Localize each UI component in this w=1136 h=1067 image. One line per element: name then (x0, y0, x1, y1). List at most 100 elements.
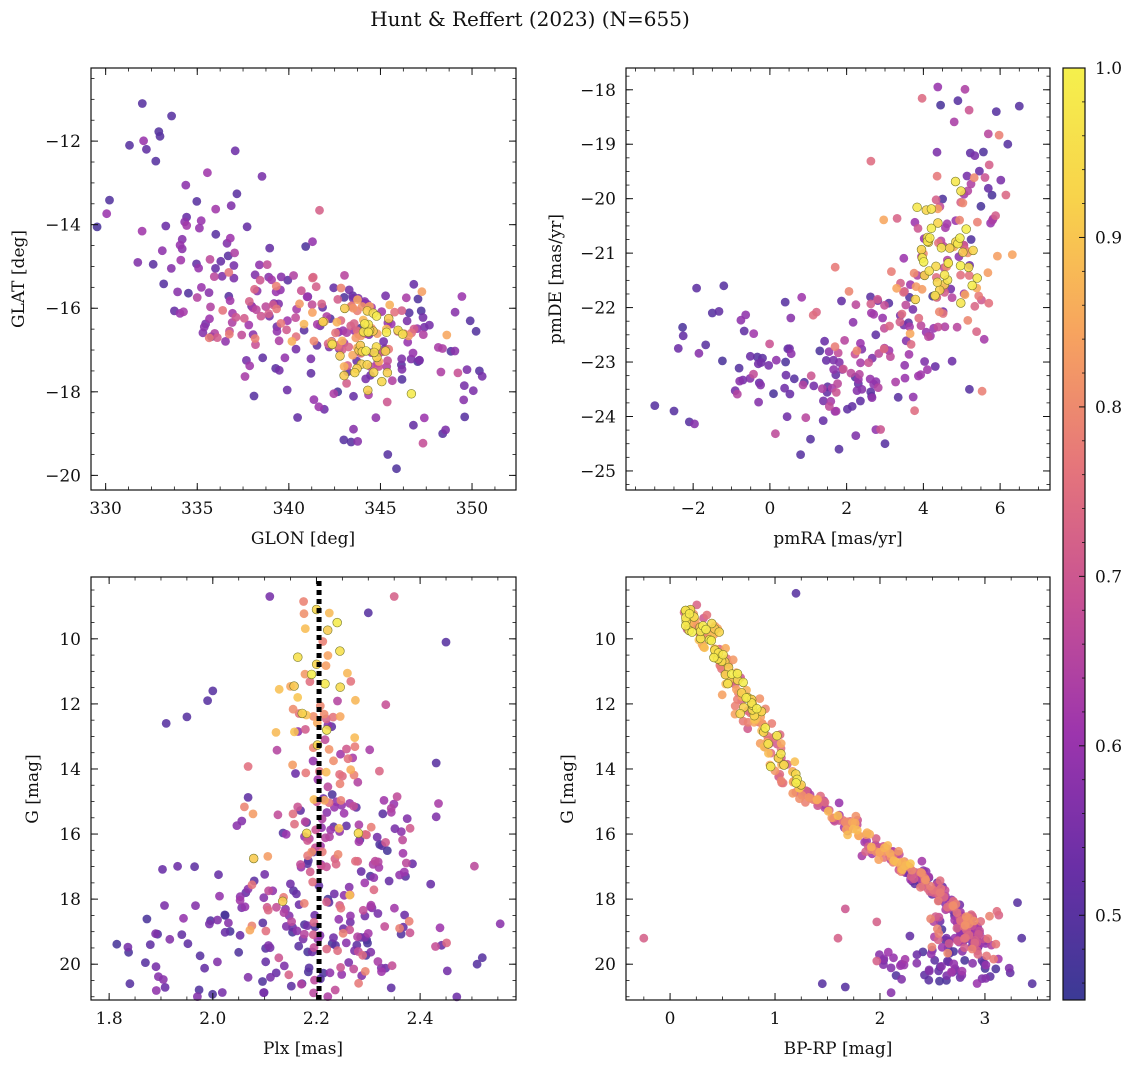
star-point (1013, 898, 1022, 907)
star-point (718, 356, 727, 366)
star-point (867, 393, 877, 402)
star-point (264, 941, 273, 950)
star-point (175, 240, 185, 250)
star-point (266, 972, 275, 982)
star-point (329, 889, 339, 899)
star-point (873, 294, 882, 304)
x-tick-label: 2 (875, 1009, 886, 1029)
y-tick-label: −20 (580, 190, 616, 210)
star-point (141, 958, 150, 967)
star-point (917, 93, 927, 103)
star-point (142, 914, 152, 924)
star-point (938, 194, 947, 204)
y-tick-label: 16 (59, 825, 81, 845)
star-point (261, 957, 271, 967)
star-point (306, 669, 317, 680)
star-point (471, 326, 481, 336)
star-point (876, 425, 885, 434)
star-point (306, 368, 316, 378)
star-point (398, 329, 408, 339)
star-point (249, 391, 259, 401)
star-point (764, 361, 774, 370)
star-point (349, 424, 358, 434)
colorbar-tick-label: 0.6 (1095, 737, 1122, 757)
y-axis-label-plx-g: G [mag] (23, 754, 43, 823)
y-tick-label: −25 (580, 462, 616, 482)
y-tick-label: 16 (594, 825, 616, 845)
star-point (728, 655, 738, 665)
star-point (462, 365, 472, 374)
star-point (333, 295, 343, 304)
star-point (389, 592, 399, 601)
star-point (354, 820, 364, 830)
star-point (133, 258, 143, 267)
star-point (780, 383, 789, 393)
star-point (866, 299, 876, 309)
star-point (375, 766, 384, 776)
y-tick-label: 20 (594, 955, 616, 975)
star-point (211, 204, 221, 214)
star-point (263, 905, 273, 915)
y-axis-label-pmra-pmde: pmDE [mas/yr] (546, 214, 566, 344)
x-tick-label: 6 (995, 499, 1006, 519)
star-point (776, 749, 786, 759)
star-point (349, 319, 359, 328)
x-tick-label: 4 (918, 499, 929, 519)
x-axis-label-bprp-g: BP-RP [mag] (784, 1039, 893, 1059)
star-point (706, 635, 716, 646)
star-point (806, 434, 815, 444)
star-point (901, 300, 911, 310)
star-point (382, 368, 393, 378)
star-point (981, 974, 991, 983)
star-point (980, 173, 990, 182)
star-point (383, 450, 393, 459)
star-point (192, 197, 202, 206)
star-point (331, 328, 340, 338)
star-point (353, 295, 362, 305)
star-point (274, 684, 284, 694)
star-point (279, 908, 289, 917)
star-point (450, 346, 460, 356)
star-point (817, 979, 827, 989)
star-point (176, 255, 186, 265)
star-point (184, 288, 193, 298)
star-point (336, 903, 346, 913)
star-point (353, 932, 362, 942)
y-axis-label-glon-glat: GLAT [deg] (9, 230, 29, 328)
star-point (472, 959, 482, 969)
star-point (926, 204, 937, 214)
star-point (258, 918, 268, 928)
star-point (880, 439, 890, 449)
star-point (879, 954, 889, 964)
star-point (160, 983, 170, 992)
star-point (361, 374, 371, 384)
star-point (323, 782, 333, 792)
star-point (958, 198, 968, 208)
star-point (891, 377, 900, 387)
star-point (345, 890, 355, 900)
star-point (273, 810, 283, 820)
star-point (933, 935, 943, 945)
star-point (714, 307, 724, 316)
star-point (806, 371, 816, 381)
star-point (824, 347, 834, 356)
star-point (335, 770, 344, 779)
star-point (293, 802, 303, 812)
star-point (331, 859, 341, 869)
star-point (387, 376, 397, 386)
star-point (960, 290, 970, 300)
star-point (442, 938, 451, 948)
star-point (452, 992, 462, 1002)
star-point (847, 402, 857, 411)
star-point (459, 395, 469, 405)
x-ticks-bprp-g: 0 1 2 3 (643, 577, 1038, 1029)
star-point (282, 325, 291, 335)
star-point (299, 325, 309, 335)
star-point (300, 669, 310, 679)
y-ticks-bprp-g: 10 12 14 16 18 20 (594, 589, 1050, 998)
y-tick-label: −21 (580, 244, 616, 264)
star-point (741, 693, 751, 703)
star-point (926, 223, 937, 234)
star-point (232, 821, 242, 830)
